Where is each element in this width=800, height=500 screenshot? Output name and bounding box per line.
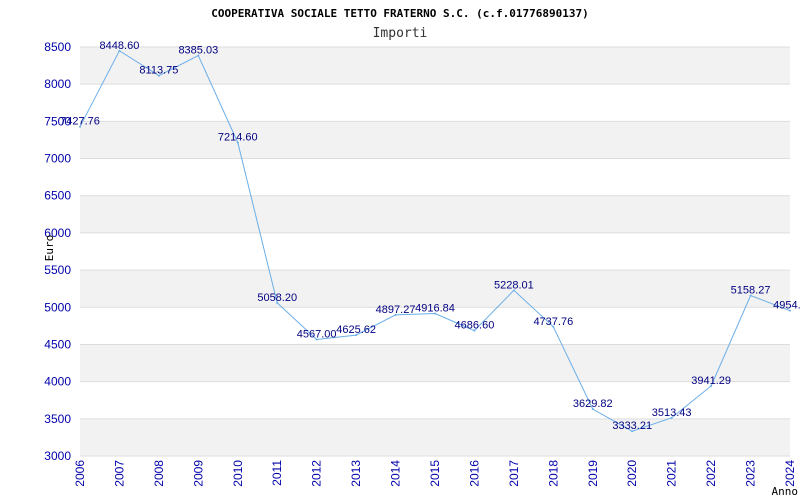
y-axis-ticks: 3000 3500 4000 4500 5000 5500 6000 6500 7000 7500… bbox=[44, 40, 71, 463]
y-tick-label: 8000 bbox=[44, 77, 71, 91]
y-tick-label: 6500 bbox=[44, 189, 71, 203]
x-tick-label: 2018 bbox=[546, 460, 560, 487]
x-tick-label: 2022 bbox=[704, 460, 718, 487]
data-point bbox=[276, 301, 279, 304]
data-label: 8385.03 bbox=[178, 45, 218, 57]
data-point bbox=[197, 54, 200, 57]
data-label: 3513.43 bbox=[652, 407, 692, 419]
data-label: 7427.76 bbox=[60, 116, 100, 128]
y-tick-label: 8500 bbox=[44, 40, 71, 54]
x-axis-title: Anno bbox=[772, 485, 799, 498]
chart-subtitle: Importi bbox=[373, 26, 428, 41]
y-tick-label: 7000 bbox=[44, 152, 71, 166]
y-tick-label: 7500 bbox=[44, 114, 71, 128]
x-tick-label: 2024 bbox=[783, 460, 797, 487]
x-axis-ticks: 2006 2007 2008 2009 2010 2011 2012 2013 2014 2015… bbox=[73, 460, 797, 487]
data-point bbox=[670, 416, 673, 419]
x-tick-label: 2011 bbox=[270, 460, 284, 486]
data-label: 4737.76 bbox=[533, 316, 573, 328]
y-tick-label: 5000 bbox=[44, 300, 71, 314]
plot-band bbox=[80, 270, 790, 308]
y-tick-label: 6000 bbox=[44, 226, 71, 240]
data-point bbox=[118, 49, 121, 52]
data-label: 3629.82 bbox=[573, 398, 613, 410]
data-label: 3333.21 bbox=[612, 420, 652, 432]
data-point bbox=[512, 289, 515, 292]
data-point bbox=[552, 325, 555, 328]
data-point bbox=[157, 74, 160, 77]
data-label: 4567.00 bbox=[297, 328, 337, 340]
x-tick-label: 2019 bbox=[586, 460, 600, 487]
data-label: 3941.29 bbox=[691, 375, 731, 387]
data-point bbox=[591, 408, 594, 411]
data-point bbox=[236, 141, 239, 144]
plot-gridlines bbox=[80, 46, 790, 457]
x-tick-label: 2023 bbox=[744, 460, 758, 487]
x-tick-label: 2009 bbox=[191, 460, 205, 487]
data-label: 8113.75 bbox=[139, 65, 178, 77]
x-tick-label: 2010 bbox=[231, 460, 245, 487]
data-label: 5228.01 bbox=[494, 279, 534, 291]
plot-bands bbox=[80, 47, 790, 456]
y-tick-label: 4500 bbox=[44, 337, 71, 351]
data-point bbox=[355, 334, 358, 337]
x-tick-label: 2007 bbox=[112, 460, 126, 487]
y-tick-label: 5500 bbox=[44, 263, 71, 277]
data-label: 4916.84 bbox=[415, 302, 455, 314]
data-label: 8448.60 bbox=[100, 40, 140, 52]
x-tick-label: 2014 bbox=[389, 460, 403, 487]
x-tick-label: 2008 bbox=[152, 460, 166, 487]
data-label: 7214.60 bbox=[218, 132, 258, 144]
chart-title: COOPERATIVA SOCIALE TETTO FRATERNO S.C. … bbox=[211, 7, 589, 20]
x-tick-label: 2013 bbox=[349, 460, 363, 487]
data-label: 5158.27 bbox=[731, 285, 771, 297]
data-point bbox=[434, 312, 436, 315]
data-point bbox=[631, 430, 634, 433]
x-tick-label: 2006 bbox=[73, 460, 87, 487]
x-tick-label: 2016 bbox=[467, 460, 481, 487]
data-point bbox=[315, 338, 318, 341]
plot-band bbox=[80, 344, 790, 382]
data-point bbox=[749, 294, 752, 297]
y-tick-label: 3000 bbox=[44, 449, 71, 463]
plot-band bbox=[80, 47, 790, 85]
data-series bbox=[79, 49, 791, 433]
data-label: 4897.27 bbox=[376, 304, 416, 316]
plot-band bbox=[80, 195, 790, 233]
data-point bbox=[789, 309, 791, 312]
data-point bbox=[710, 385, 713, 388]
plot-band bbox=[80, 418, 790, 456]
data-point bbox=[473, 329, 476, 332]
plot-band bbox=[80, 121, 790, 159]
data-label: 4686.60 bbox=[455, 320, 495, 332]
x-tick-label: 2012 bbox=[310, 460, 324, 487]
y-axis-title: Euro bbox=[43, 235, 56, 262]
x-tick-label: 2015 bbox=[428, 460, 442, 487]
y-tick-label: 3500 bbox=[44, 412, 71, 426]
x-tick-label: 2017 bbox=[507, 460, 521, 487]
x-tick-label: 2020 bbox=[625, 460, 639, 487]
data-label: 4954.7 bbox=[773, 300, 800, 312]
data-label: 5058.20 bbox=[257, 292, 297, 304]
data-label: 4625.62 bbox=[336, 324, 376, 336]
x-tick-label: 2021 bbox=[665, 460, 679, 487]
y-tick-label: 4000 bbox=[44, 375, 71, 389]
data-point bbox=[394, 313, 397, 316]
data-point bbox=[79, 125, 81, 128]
